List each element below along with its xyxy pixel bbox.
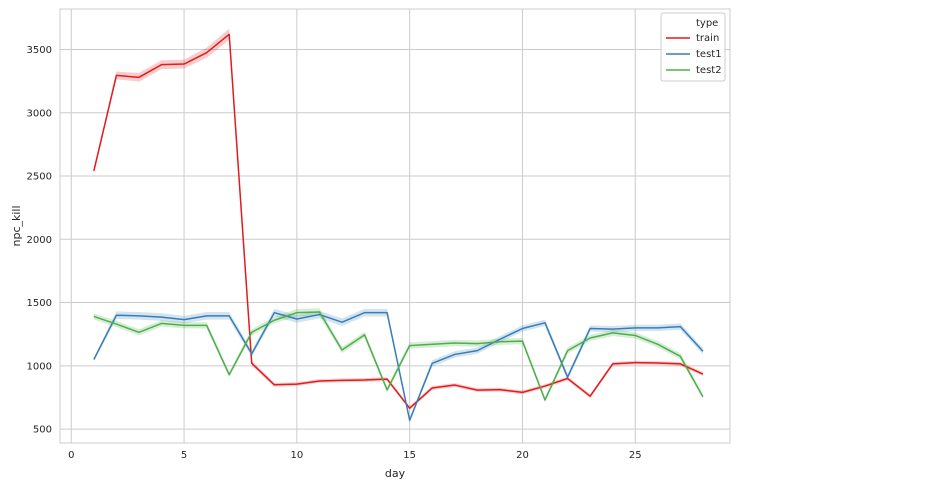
y-axis-label: npc_kill (10, 205, 23, 246)
legend-box (660, 12, 726, 82)
x-tick-label: 10 (291, 450, 304, 461)
line-train (93, 33, 704, 409)
grid (60, 9, 730, 443)
x-tick-label: 5 (181, 450, 187, 461)
y-tick-label: 1500 (27, 298, 52, 309)
y-tick-label: 2500 (27, 172, 52, 183)
x-axis-label: day (385, 467, 406, 480)
x-tick-label: 15 (403, 450, 416, 461)
series-lines (93, 33, 704, 421)
line-test2 (93, 311, 704, 401)
y-tick-label: 3000 (27, 108, 52, 119)
plot-frame (59, 8, 731, 444)
x-tick-label: 0 (68, 450, 74, 461)
legend: type train test1 test2 (660, 12, 726, 82)
x-tick-label: 20 (516, 450, 529, 461)
legend-label-test2: test2 (696, 65, 722, 76)
legend-title: type (696, 18, 718, 29)
legend-label-test1: test1 (696, 49, 722, 60)
band-test2 (93, 308, 703, 403)
x-tick-label: 25 (629, 450, 642, 461)
band-train (93, 28, 703, 411)
legend-label-train: train (696, 33, 719, 44)
y-tick-labels: 500 1000 1500 2000 2500 3000 3500 (27, 45, 52, 436)
x-tick-labels: 0 5 10 15 20 25 (68, 450, 642, 461)
y-tick-label: 500 (33, 425, 52, 436)
y-tick-label: 3500 (27, 45, 52, 56)
y-tick-label: 2000 (27, 235, 52, 246)
y-tick-label: 1000 (27, 361, 52, 372)
